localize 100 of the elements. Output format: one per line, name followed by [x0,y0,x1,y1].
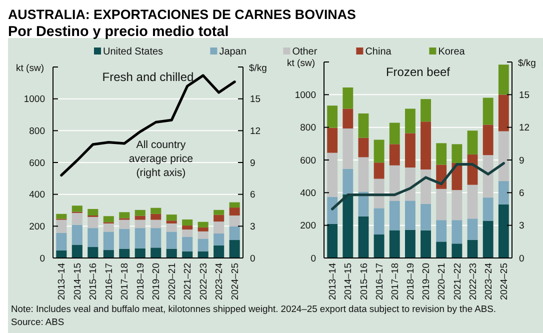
bar [436,220,447,242]
y2-tick-label: 15 [519,90,530,101]
bar [214,245,224,258]
y2-tick-label: 0 [519,253,524,264]
bar [420,169,432,204]
bar [166,248,177,258]
bar [182,226,193,230]
y-tick-label: 200 [300,220,316,232]
y-tick-label: 1000 [294,90,316,101]
x-tick-label: 2022–23 [198,263,210,300]
bar [389,230,400,258]
bar [342,108,354,128]
x-tick-label: 2023–24 [214,263,226,300]
y-tick-label: 800 [29,126,45,137]
bar [404,133,416,168]
x-tick-label: 2017–18 [390,263,401,300]
y2-tick-label: 15 [250,94,261,106]
y-tick-label: 800 [300,122,316,134]
bar [229,208,240,216]
x-tick-label: 2013–14 [328,263,339,300]
bar [498,94,509,132]
y2-tick-label: 0 [250,253,256,264]
bar [420,99,432,122]
bar [56,232,67,250]
x-tick-label: 2020–21 [166,263,178,300]
bar [467,218,478,240]
bar [404,230,416,258]
bar [327,106,338,128]
bar [214,222,224,234]
bar [374,162,384,179]
y-tick-label: 400 [300,188,316,199]
x-tick-label: 2021–22 [452,263,464,300]
x-tick-label: 2015–16 [88,263,100,300]
bar [420,204,432,230]
bar [404,108,416,134]
bar [420,122,432,170]
chart-title: Fresh and chilled [102,70,194,84]
bar [404,200,416,230]
x-tick-label: 2016–17 [104,263,115,300]
y2-axis-title: $/kg [249,63,267,74]
bar [134,248,146,258]
bar [482,155,494,198]
bar [72,206,82,212]
y-tick-label: 200 [29,221,45,232]
bar [182,236,193,252]
bar [342,87,354,109]
bar [119,228,130,249]
bar [103,216,114,222]
bar [134,220,146,228]
bar [150,228,162,248]
bar [88,216,98,228]
bar [389,144,400,166]
x-tick-label: 2013–14 [56,263,68,300]
bar [214,233,224,246]
y-tick-label: 1000 [24,94,45,106]
bar [229,226,240,240]
bar [482,124,494,156]
y-tick-label: 600 [29,158,45,169]
bar [389,165,400,201]
bar [72,212,82,225]
bar [198,231,208,239]
bar [214,214,224,222]
x-tick-label: 2018–19 [406,263,417,300]
bar [103,250,114,258]
bar [56,214,67,219]
bar [56,250,67,258]
line-series [60,74,236,177]
line-series [331,162,505,210]
x-tick-label: 2023–24 [483,263,494,300]
bar [103,223,114,232]
y2-tick-label: 9 [250,158,256,169]
x-tick-label: 2020–21 [436,263,448,300]
x-tick-label: 2019–20 [421,263,432,300]
bar [88,208,98,216]
bar [182,219,193,226]
bar [498,131,509,182]
x-tick-label: 2018–19 [135,263,146,300]
bar [166,214,177,221]
bar [358,157,369,192]
bar [467,240,478,258]
bar [72,224,82,245]
bar [229,216,240,226]
bar [358,138,369,158]
bar [166,232,177,249]
bar [327,152,338,197]
y2-tick-label: 12 [519,122,530,134]
x-tick-label: 2015–16 [358,263,370,300]
bar [452,144,462,163]
y-tick-label: 400 [29,190,45,201]
bar [134,210,146,216]
bar [452,190,462,220]
bar [214,210,224,215]
x-tick-label: 2019–20 [151,263,162,300]
bar [404,168,416,201]
x-tick-label: 2017–18 [120,263,131,300]
bar [498,181,509,204]
y2-tick-label: 9 [519,155,524,166]
legend-label: Other [292,46,318,58]
y-axis-title: kt (sw) [16,63,44,74]
bar [342,194,354,258]
